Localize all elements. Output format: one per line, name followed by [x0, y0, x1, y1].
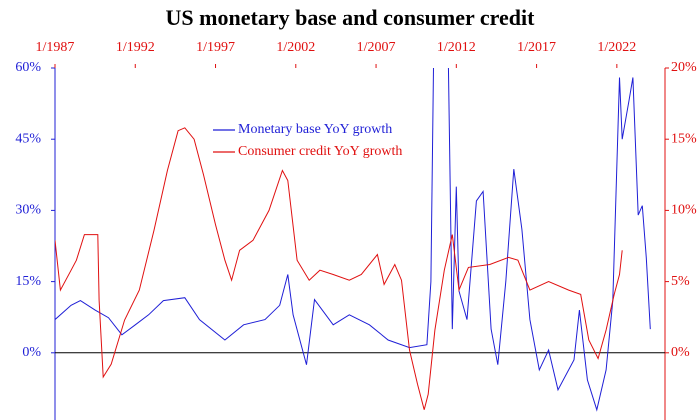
y-tick-label: 0% [22, 345, 41, 360]
y-tick-label: 45% [15, 131, 41, 146]
x-tick-label: 1/2007 [357, 40, 396, 55]
y-tick-label: 60% [15, 60, 41, 75]
x-tick-label: 1/2012 [437, 40, 476, 55]
legend-label: Monetary base YoY growth [238, 122, 392, 137]
legend: Monetary base YoY growth Consumer credit … [213, 122, 402, 159]
y-tick-label: 30% [15, 203, 41, 218]
x-tick-label: 1/2017 [517, 40, 556, 55]
x-tick-label: 1/2022 [597, 40, 636, 55]
y2-tick-label: 15% [671, 131, 697, 146]
y2-tick-label: 0% [671, 345, 690, 360]
series-line [55, 127, 623, 410]
x-tick-label: 1/2002 [276, 40, 315, 55]
chart-title: US monetary base and consumer credit [166, 5, 536, 30]
x-tick-label: 1/1987 [36, 40, 75, 55]
y2-tick-label: 5% [671, 274, 690, 289]
x-tick-label: 1/1997 [196, 40, 235, 55]
x-tick-label: 1/1992 [116, 40, 155, 55]
y2-tick-label: 20% [671, 60, 697, 75]
y-tick-label: 15% [15, 274, 41, 289]
series-line [55, 68, 651, 412]
y2-tick-label: 10% [671, 203, 697, 218]
legend-label: Consumer credit YoY growth [238, 144, 402, 159]
